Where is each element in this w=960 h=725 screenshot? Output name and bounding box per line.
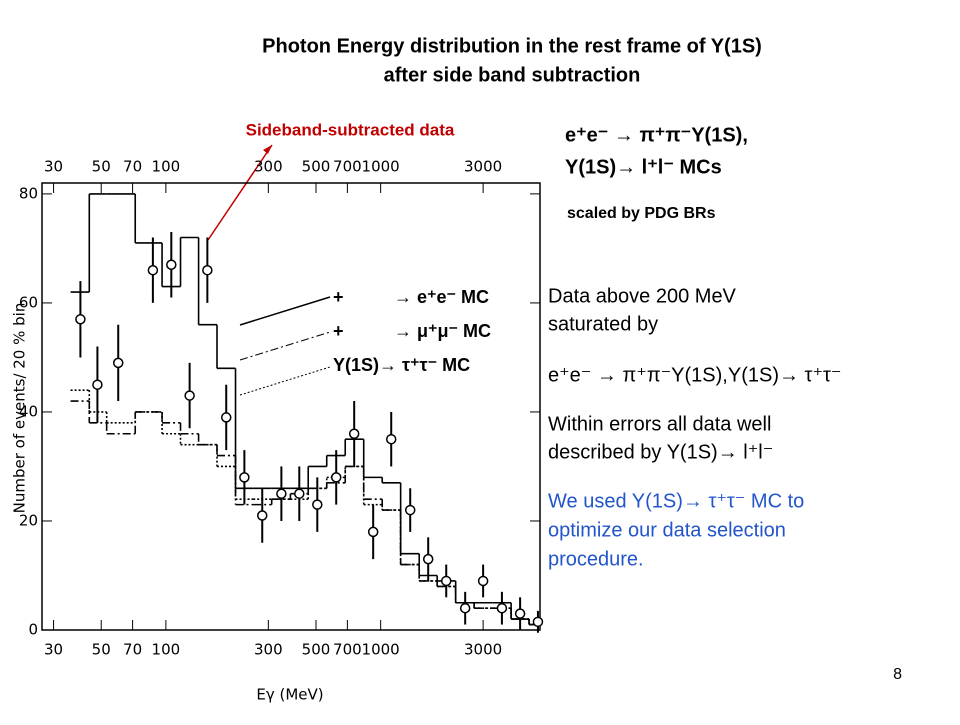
data-point [348,428,360,440]
legend-label: → e⁺e⁻ MC [394,287,489,307]
page-number: 8 [893,666,902,683]
y-tick-label: 20 [19,511,38,529]
data-point [330,472,342,483]
mc-title: e⁺e⁻ → π⁺π⁻Y(1S), [565,124,748,146]
body-text: Within errors all data well [548,413,771,435]
body-text: described by Y(1S)→ l⁺l⁻ [548,441,773,463]
legend-label: → μ⁺μ⁻ MC [394,321,491,341]
x-tick-label: 30 [44,641,63,659]
data-annotation: Sideband-subtracted data [246,120,455,139]
body-text: Data above 200 MeV [548,285,737,307]
data-point [239,472,250,483]
annotation-arrow [207,144,273,241]
plot-frame [41,182,541,631]
y-tick-label: 0 [28,621,38,639]
x-tick-label: 50 [92,641,111,659]
y-tick-label: 40 [19,402,38,420]
data-point [294,488,305,499]
x-axis-label: Eγ (MeV) [256,686,323,704]
mc-subtitle: scaled by PDG BRs [567,205,716,222]
body-text: e⁺e⁻ → π⁺π⁻Y(1S),Y(1S)→ τ⁺τ⁻ [548,364,841,386]
data-point [477,575,489,587]
data-point [220,412,232,423]
title: after side band subtraction [384,64,641,86]
data-point [184,390,195,401]
data-point [92,379,103,390]
data-point [276,488,287,499]
x-tick-label: 300 [254,641,283,659]
legend-label: Y(1S)→ τ⁺τ⁻ MC [333,355,470,375]
x-tick-label: 100 [152,641,181,659]
title: Photon Energy distribution in the rest f… [262,35,762,57]
data-point [166,259,177,271]
x-tick-label: 1000 [362,641,400,659]
y-axis-label: Number of events/ 20 % bin [11,303,29,514]
legend-arrow [239,331,331,361]
legend-arrow [239,296,331,326]
x-tick-label-top: 30 [44,158,63,176]
legend-arrow [239,366,331,396]
body-text: saturated by [548,313,658,335]
data-point [385,433,397,445]
data-point [440,575,452,587]
data-point [202,264,213,276]
legend-label: + [333,321,344,341]
x-tick-label: 70 [123,641,142,659]
x-tick-label: 500 [302,641,331,659]
data-point [422,553,434,565]
x-tick-label-top: 300 [254,158,283,176]
data-point [147,264,159,276]
data-point [496,602,508,614]
data-point [312,499,323,510]
legend-label: + [333,287,344,307]
x-tick-label-top: 70 [123,158,142,176]
x-tick-label-top: 50 [92,158,111,176]
data-point [532,616,544,628]
x-tick-label-top: 1000 [362,158,400,176]
x-tick-label: 700 [333,641,362,659]
blue-text: We used Y(1S)→ τ⁺τ⁻ MC to [548,490,804,512]
y-tick-label: 80 [19,184,38,202]
mc-title: Y(1S)→ l⁺l⁻ MCs [565,156,722,178]
x-tick-label: 3000 [464,641,502,659]
y-tick-label: 60 [19,293,38,311]
data-point [75,314,86,325]
data-point [459,602,471,614]
x-tick-label-top: 500 [302,158,331,176]
blue-text: optimize our data selection [548,519,786,541]
x-tick-label-top: 700 [333,158,362,176]
data-point [112,357,124,369]
data-point [514,608,526,619]
blue-text: procedure. [548,548,644,570]
x-tick-label-top: 100 [152,158,181,176]
x-tick-label-top: 3000 [464,158,502,176]
data-point [404,504,416,516]
arrow-head [263,145,272,154]
data-point [367,526,379,538]
data-point [256,510,268,521]
